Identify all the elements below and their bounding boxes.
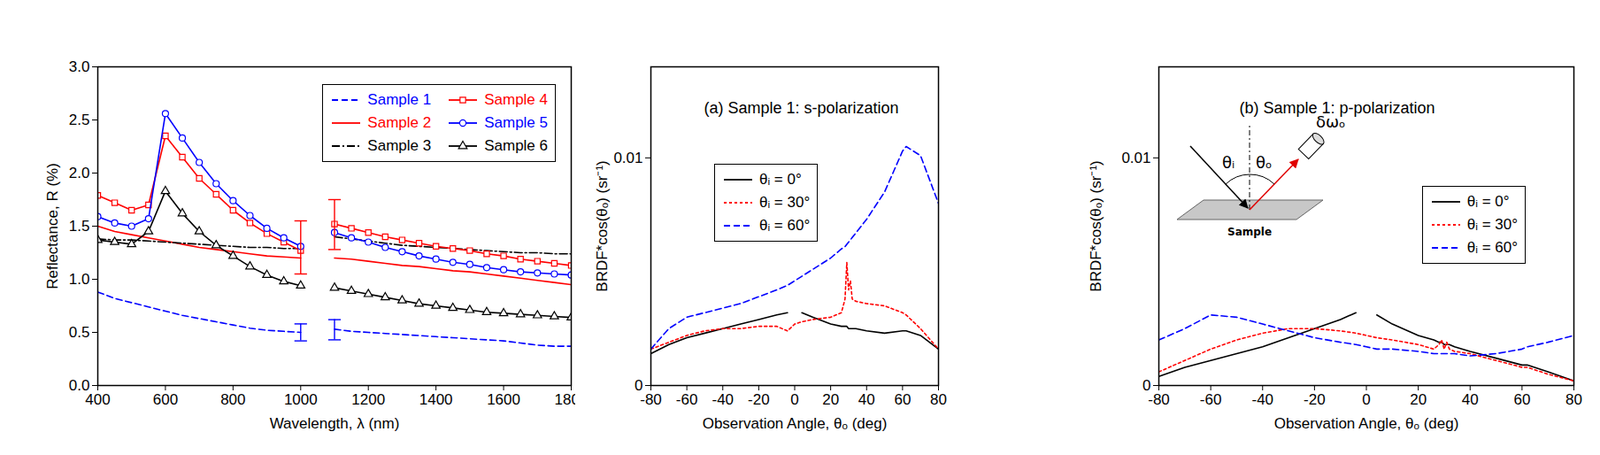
svg-text:60: 60	[893, 391, 911, 408]
svg-text:Sample: Sample	[1227, 225, 1272, 239]
svg-text:3.0: 3.0	[69, 58, 91, 76]
svg-text:400: 400	[84, 391, 110, 408]
svg-text:(a) Sample 1: s-polarization: (a) Sample 1: s-polarization	[704, 99, 900, 117]
svg-text:0.01: 0.01	[613, 149, 643, 167]
svg-text:θᵢ: θᵢ	[1222, 153, 1235, 172]
html-text:Sample 1: Sample 1	[367, 91, 432, 108]
html-text:Sample 5: Sample 5	[484, 114, 548, 131]
svg-text:1400: 1400	[419, 391, 454, 408]
html-text:Sample 4: Sample 4	[484, 91, 548, 108]
svg-text:2.0: 2.0	[69, 164, 91, 182]
svg-text:0: 0	[1361, 391, 1370, 408]
svg-text:2.5: 2.5	[69, 111, 91, 129]
svg-text:0: 0	[634, 376, 643, 394]
svg-text:1.0: 1.0	[69, 270, 91, 288]
svg-text:20: 20	[822, 391, 839, 408]
svg-text:-40: -40	[711, 391, 734, 408]
html-text:Sample 6: Sample 6	[484, 137, 548, 154]
svg-text:BRDF*cos(θₒ) (sr⁻¹): BRDF*cos(θₒ) (sr⁻¹)	[593, 160, 611, 292]
html-text:θᵢ = 60°: θᵢ = 60°	[759, 216, 810, 234]
html-text:Sample 2: Sample 2	[367, 114, 432, 131]
svg-text:-80: -80	[1147, 391, 1170, 408]
svg-text:Observation Angle, θₒ (deg): Observation Angle, θₒ (deg)	[702, 415, 888, 432]
svg-text:-20: -20	[747, 391, 770, 408]
svg-text:Observation Angle, θₒ (deg): Observation Angle, θₒ (deg)	[1274, 415, 1460, 432]
svg-text:60: 60	[1513, 391, 1531, 408]
svg-text:20: 20	[1409, 391, 1427, 408]
svg-text:1200: 1200	[351, 391, 385, 408]
html-text:θᵢ = 30°: θᵢ = 30°	[1467, 215, 1518, 233]
svg-text:800: 800	[220, 391, 246, 408]
svg-text:40: 40	[858, 391, 876, 408]
svg-text:-60: -60	[676, 391, 699, 408]
svg-text:0.01: 0.01	[1121, 149, 1151, 167]
svg-text:40: 40	[1461, 391, 1479, 408]
svg-text:Reflectance, R (%): Reflectance, R (%)	[44, 162, 62, 290]
svg-text:80: 80	[1565, 391, 1583, 408]
svg-text:1800: 1800	[554, 391, 576, 408]
svg-text:1600: 1600	[486, 391, 521, 408]
svg-text:Wavelength, λ (nm): Wavelength, λ (nm)	[269, 415, 400, 432]
html-text:θᵢ = 30°: θᵢ = 30°	[759, 193, 810, 211]
svg-text:0: 0	[1142, 376, 1151, 394]
svg-text:-80: -80	[639, 391, 662, 408]
svg-text:0: 0	[790, 391, 799, 408]
svg-text:-40: -40	[1251, 391, 1274, 408]
svg-text:0.5: 0.5	[69, 323, 91, 341]
html-text:θᵢ = 0°: θᵢ = 0°	[759, 170, 802, 188]
html-text:θᵢ = 60°: θᵢ = 60°	[1467, 238, 1518, 256]
svg-text:-20: -20	[1303, 391, 1326, 408]
svg-text:80: 80	[930, 391, 947, 408]
svg-text:(b) Sample 1: p-polarization: (b) Sample 1: p-polarization	[1239, 99, 1436, 118]
svg-text:1000: 1000	[284, 391, 318, 408]
svg-text:δωₒ: δωₒ	[1315, 112, 1347, 131]
svg-text:0.0: 0.0	[68, 376, 90, 394]
svg-text:1.5: 1.5	[69, 217, 91, 235]
html-text:Sample 3: Sample 3	[367, 137, 432, 154]
html-text:θᵢ = 0°: θᵢ = 0°	[1467, 192, 1510, 210]
svg-text:600: 600	[153, 391, 178, 408]
svg-text:θₒ: θₒ	[1255, 153, 1272, 172]
svg-text:-60: -60	[1200, 391, 1223, 408]
svg-text:BRDF*cos(θₒ) (sr⁻¹): BRDF*cos(θₒ) (sr⁻¹)	[1087, 160, 1105, 292]
